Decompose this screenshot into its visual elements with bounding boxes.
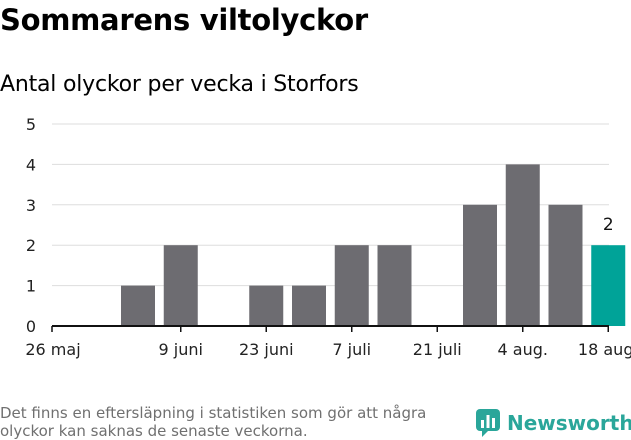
footnote: Det finns en eftersläpning i statistiken… [0, 404, 427, 440]
x-tick-label: 18 aug. [578, 340, 631, 359]
y-tick-label: 1 [26, 277, 36, 296]
x-tick-label: 9 juni [159, 340, 203, 359]
chart-subtitle: Antal olyckor per vecka i Storfors [0, 72, 359, 97]
y-tick-label: 5 [26, 115, 36, 134]
bars [121, 164, 626, 326]
bar [121, 285, 155, 326]
x-tick-label: 4 aug. [498, 340, 548, 359]
bar-chart-speech-bubble-icon [476, 409, 500, 437]
bar [377, 245, 412, 326]
x-tick-label: 7 juli [332, 340, 371, 359]
bar [292, 285, 326, 326]
y-tick-label: 2 [26, 236, 36, 255]
bar [334, 245, 369, 326]
chart-title: Sommarens viltolyckor [0, 3, 368, 37]
bar [463, 204, 497, 326]
data-label: 2 [603, 215, 614, 235]
x-tick-label: 26 maj [25, 340, 80, 359]
y-tick-label: 4 [26, 155, 36, 174]
x-tick-label: 23 juni [239, 340, 294, 359]
newsworthy-brand[interactable]: Newsworthy [476, 407, 631, 439]
x-tick-label: 21 juli [413, 340, 462, 359]
x-axis [51, 325, 609, 332]
tick-labels: 0 1 2 3 4 5 2 26 maj 9 juni 23 juni 7 juli 21 juli 4… [25, 115, 631, 359]
bar [249, 285, 284, 326]
bar [505, 164, 540, 326]
bar [548, 204, 583, 326]
y-tick-label: 3 [26, 196, 36, 215]
bar [163, 245, 198, 326]
brand-name: Newsworthy [507, 411, 631, 435]
highlight-bar [591, 245, 626, 326]
y-tick-label: 0 [26, 317, 36, 336]
